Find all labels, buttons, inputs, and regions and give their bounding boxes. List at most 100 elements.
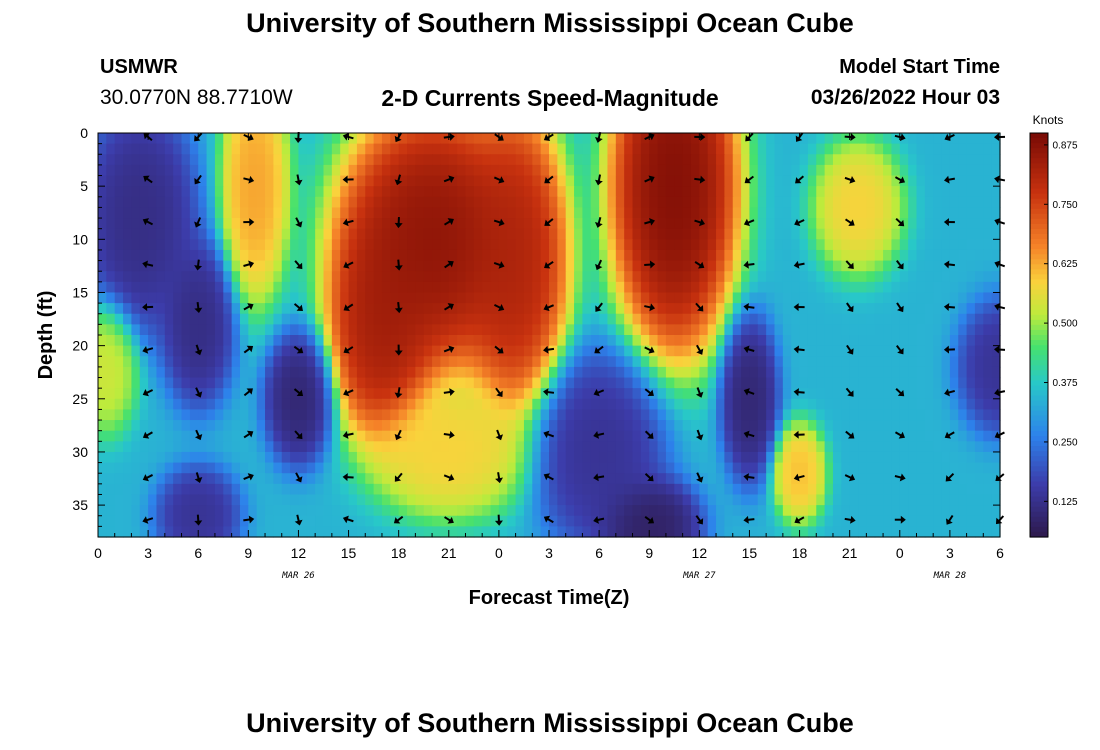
heatmap-cell: [749, 303, 759, 315]
heatmap-cell: [774, 420, 784, 432]
heatmap-cell: [298, 430, 308, 442]
heatmap-cell: [966, 420, 976, 432]
heatmap-cell: [883, 430, 893, 442]
heatmap-cell: [139, 505, 149, 517]
heatmap-cell: [983, 164, 993, 177]
heatmap-cell: [106, 441, 116, 453]
current-vector-arrow: [543, 388, 555, 397]
heatmap-cell: [858, 409, 867, 421]
heatmap-cell: [290, 281, 300, 294]
heatmap-cell: [891, 218, 901, 230]
heatmap-cell: [331, 388, 341, 400]
heatmap-cell: [565, 313, 575, 325]
heatmap-cell: [866, 239, 876, 251]
heatmap-cell: [549, 249, 558, 262]
heatmap-cell: [498, 313, 508, 325]
heatmap-cell: [883, 186, 893, 198]
heatmap-cell: [281, 409, 291, 421]
heatmap-cell: [799, 196, 809, 209]
heatmap-cell: [239, 196, 249, 209]
heatmap-cell: [148, 335, 158, 347]
heatmap-cell: [974, 313, 984, 325]
heatmap-cell: [532, 462, 542, 474]
heatmap-cell: [415, 356, 425, 368]
heatmap-cell: [490, 345, 500, 357]
heatmap-cell: [899, 154, 909, 166]
heatmap-cell: [298, 335, 308, 347]
heatmap-cell: [724, 303, 734, 315]
heatmap-cell: [473, 398, 483, 411]
heatmap-cell: [615, 398, 625, 411]
heatmap-cell: [164, 335, 174, 347]
heatmap-cell: [782, 398, 792, 411]
heatmap-cell: [766, 335, 776, 347]
heatmap-cell: [440, 473, 450, 485]
heatmap-cell: [899, 260, 909, 272]
current-vector-arrow: [194, 472, 203, 483]
heatmap-cell: [799, 239, 809, 251]
heatmap-cell: [123, 515, 133, 527]
heatmap-cell: [916, 462, 926, 474]
colorbar-segment: [1030, 249, 1048, 255]
heatmap-cell: [231, 366, 241, 379]
heatmap-cell: [699, 515, 709, 527]
heatmap-cell: [106, 218, 116, 230]
heatmap-cell: [657, 409, 667, 421]
heatmap-cell: [490, 292, 500, 304]
current-vector-arrow: [142, 303, 154, 312]
heatmap-cell: [365, 515, 375, 527]
heatmap-cell: [757, 430, 767, 442]
heatmap-cell: [290, 494, 300, 506]
heatmap-cell: [256, 207, 266, 219]
heatmap-cell: [657, 473, 667, 485]
colorbar-tick-label: 0.125: [1052, 497, 1077, 508]
heatmap-cell: [949, 271, 959, 283]
heatmap-cell: [340, 409, 350, 421]
heatmap-cell: [473, 324, 483, 336]
heatmap-cell: [173, 249, 183, 262]
heatmap-cell: [223, 186, 233, 198]
heatmap-cell: [724, 207, 734, 219]
heatmap-cell: [599, 260, 609, 272]
heatmap-cell: [256, 409, 266, 421]
heatmap-cell: [331, 335, 341, 347]
heatmap-cell: [398, 271, 408, 283]
colorbar-segment: [1030, 405, 1048, 412]
heatmap-cell: [958, 281, 968, 294]
heatmap-cell: [156, 356, 166, 368]
heatmap-cell: [448, 218, 458, 230]
heatmap-cell: [390, 303, 400, 315]
heatmap-cell: [774, 335, 784, 347]
heatmap-cell: [682, 154, 692, 166]
heatmap-cell: [365, 324, 375, 336]
heatmap-cell: [858, 228, 867, 240]
heatmap-cell: [716, 175, 725, 187]
heatmap-cell: [281, 345, 291, 357]
heatmap-cell: [807, 398, 817, 411]
heatmap-cell: [540, 398, 550, 411]
heatmap-cell: [123, 228, 133, 240]
heatmap-cell: [599, 186, 609, 198]
heatmap-cell: [482, 143, 492, 155]
heatmap-cell: [690, 473, 700, 485]
heatmap-cell: [273, 377, 283, 389]
heatmap-cell: [315, 515, 325, 527]
heatmap-cell: [933, 451, 943, 464]
heatmap-cell: [624, 271, 634, 283]
heatmap-cell: [690, 175, 700, 187]
heatmap-cell: [515, 324, 525, 336]
heatmap-cell: [239, 398, 249, 411]
heatmap-cell: [98, 164, 107, 177]
heatmap-cell: [515, 515, 525, 527]
heatmap-cell: [565, 430, 575, 442]
heatmap-cell: [390, 377, 400, 389]
heatmap-cell: [574, 345, 584, 357]
heatmap-cell: [507, 324, 517, 336]
heatmap-cell: [106, 239, 116, 251]
heatmap-cell: [290, 154, 300, 166]
heatmap-cell: [741, 335, 751, 347]
heatmap-cell: [432, 260, 442, 272]
heatmap-cell: [624, 133, 634, 145]
heatmap-cell: [874, 473, 884, 485]
heatmap-cell: [407, 281, 416, 294]
